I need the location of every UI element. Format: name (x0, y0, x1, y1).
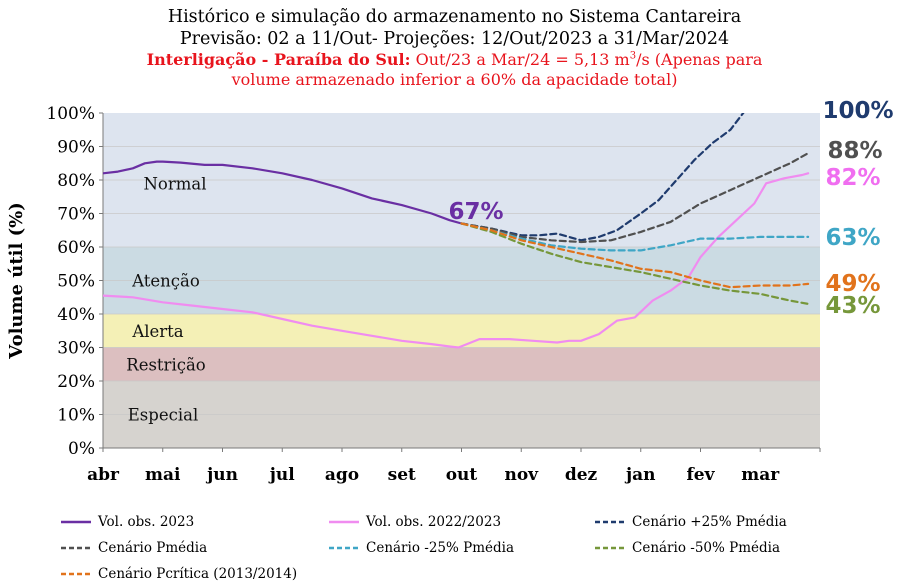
y-tick-label-50: 50% (57, 272, 95, 292)
y-tick-label-90: 90% (57, 138, 95, 158)
annotation-2: 88% (827, 138, 882, 164)
x-tick-label-jan: jan (624, 465, 656, 485)
annotation-4: 63% (825, 225, 880, 251)
x-tick-label-fev: fev (686, 465, 715, 485)
legend-item-0: Vol. obs. 2023 (60, 512, 194, 532)
annotation-3: 82% (825, 165, 880, 191)
legend-label-0: Vol. obs. 2023 (98, 514, 195, 530)
legend: Vol. obs. 2023 Vol. obs. 2022/2023 Cenário… (60, 512, 900, 584)
series-line-3 (460, 152, 810, 244)
zone-band-3 (103, 347, 820, 381)
legend-swatch-4 (329, 546, 359, 550)
title-line-3-sup: 3 (629, 50, 637, 62)
title-line-1: Histórico e simulação do armazenamento n… (167, 7, 742, 27)
legend-item-4: Cenário -25% Pmédia (328, 538, 514, 558)
legend-swatch-2 (595, 520, 625, 524)
series-line-4 (460, 222, 810, 252)
series-line-5 (460, 222, 810, 305)
legend-swatch-6 (61, 572, 91, 576)
title-line-3-bold: Interligação - Paraíba do Sul: (146, 50, 411, 69)
x-tick-label-jul: jul (268, 465, 296, 485)
y-tick-label-20: 20% (57, 372, 95, 392)
legend-label-3: Cenário Pmédia (98, 540, 208, 556)
series-line-2 (460, 113, 745, 242)
legend-item-6: Cenário Pcrítica (2013/2014) (60, 564, 297, 584)
zone-band-2 (103, 314, 820, 348)
y-tick-label-40: 40% (57, 305, 95, 325)
zone-label-4: Especial (128, 406, 198, 425)
legend-item-2: Cenário +25% Pmédia (594, 512, 787, 532)
legend-label-4: Cenário -25% Pmédia (366, 540, 514, 556)
x-tick-label-mar: mar (741, 465, 780, 485)
legend-item-3: Cenário Pmédia (60, 538, 207, 558)
annotation-1: 100% (822, 98, 893, 124)
zone-label-3: Restrição (126, 355, 206, 374)
title-line-3-pre: Out/23 a Mar/24 = 5,13 m (410, 50, 630, 69)
legend-swatch-3 (61, 546, 91, 550)
x-tick-label-nov: nov (504, 465, 539, 485)
legend-item-5: Cenário -50% Pmédia (594, 538, 780, 558)
legend-label-6: Cenário Pcrítica (2013/2014) (98, 566, 298, 582)
x-tick-label-dez: dez (565, 465, 598, 485)
x-tick-label-abr: abr (87, 465, 120, 485)
y-tick-label-100: 100% (46, 104, 95, 124)
title-line-2: Previsão: 02 a 11/Out- Projeções: 12/Out… (179, 29, 730, 49)
x-tick-label-set: set (388, 465, 416, 485)
x-tick-label-mai: mai (145, 465, 181, 485)
y-tick-label-70: 70% (57, 205, 95, 225)
legend-swatch-0 (61, 520, 91, 524)
title-line-4: volume armazenado inferior a 60% da apac… (231, 70, 678, 89)
chart-title-block: Histórico e simulação do armazenamento n… (0, 6, 909, 90)
y-axis-label: Volume útil (%) (6, 202, 27, 360)
annotation-6: 43% (825, 293, 880, 319)
y-tick-label-0: 0% (68, 439, 95, 459)
y-tick-label-80: 80% (57, 171, 95, 191)
legend-swatch-1 (329, 520, 359, 524)
series-group (103, 113, 810, 349)
zone-label-0: Normal (143, 174, 206, 193)
x-tick-label-ago: ago (325, 465, 359, 485)
y-tick-label-10: 10% (57, 406, 95, 426)
y-tick-label-30: 30% (57, 339, 95, 359)
annotation-0: 67% (448, 199, 503, 225)
chart-svg: Normal Atenção Alerta Restrição Especial 0% 10… (6, 98, 894, 485)
series-line-1 (103, 172, 810, 349)
x-tick-label-out: out (446, 465, 478, 485)
zone-label-1: Atenção (131, 272, 200, 291)
x-tick-label-jun: jun (205, 465, 238, 485)
legend-label-5: Cenário -50% Pmédia (632, 540, 780, 556)
zone-label-2: Alerta (131, 322, 183, 341)
series-line-0 (103, 160, 463, 225)
title-line-3: Interligação - Paraíba do Sul: Out/23 a … (0, 50, 909, 70)
legend-swatch-5 (595, 546, 625, 550)
legend-label-2: Cenário +25% Pmédia (632, 514, 787, 530)
legend-item-1: Vol. obs. 2022/2023 (328, 512, 501, 532)
annotation-5: 49% (825, 271, 880, 297)
series-line-6 (460, 222, 810, 289)
y-tick-label-60: 60% (57, 238, 95, 258)
title-line-3-post: /s (Apenas para (636, 50, 763, 69)
legend-label-1: Vol. obs. 2022/2023 (366, 514, 502, 530)
